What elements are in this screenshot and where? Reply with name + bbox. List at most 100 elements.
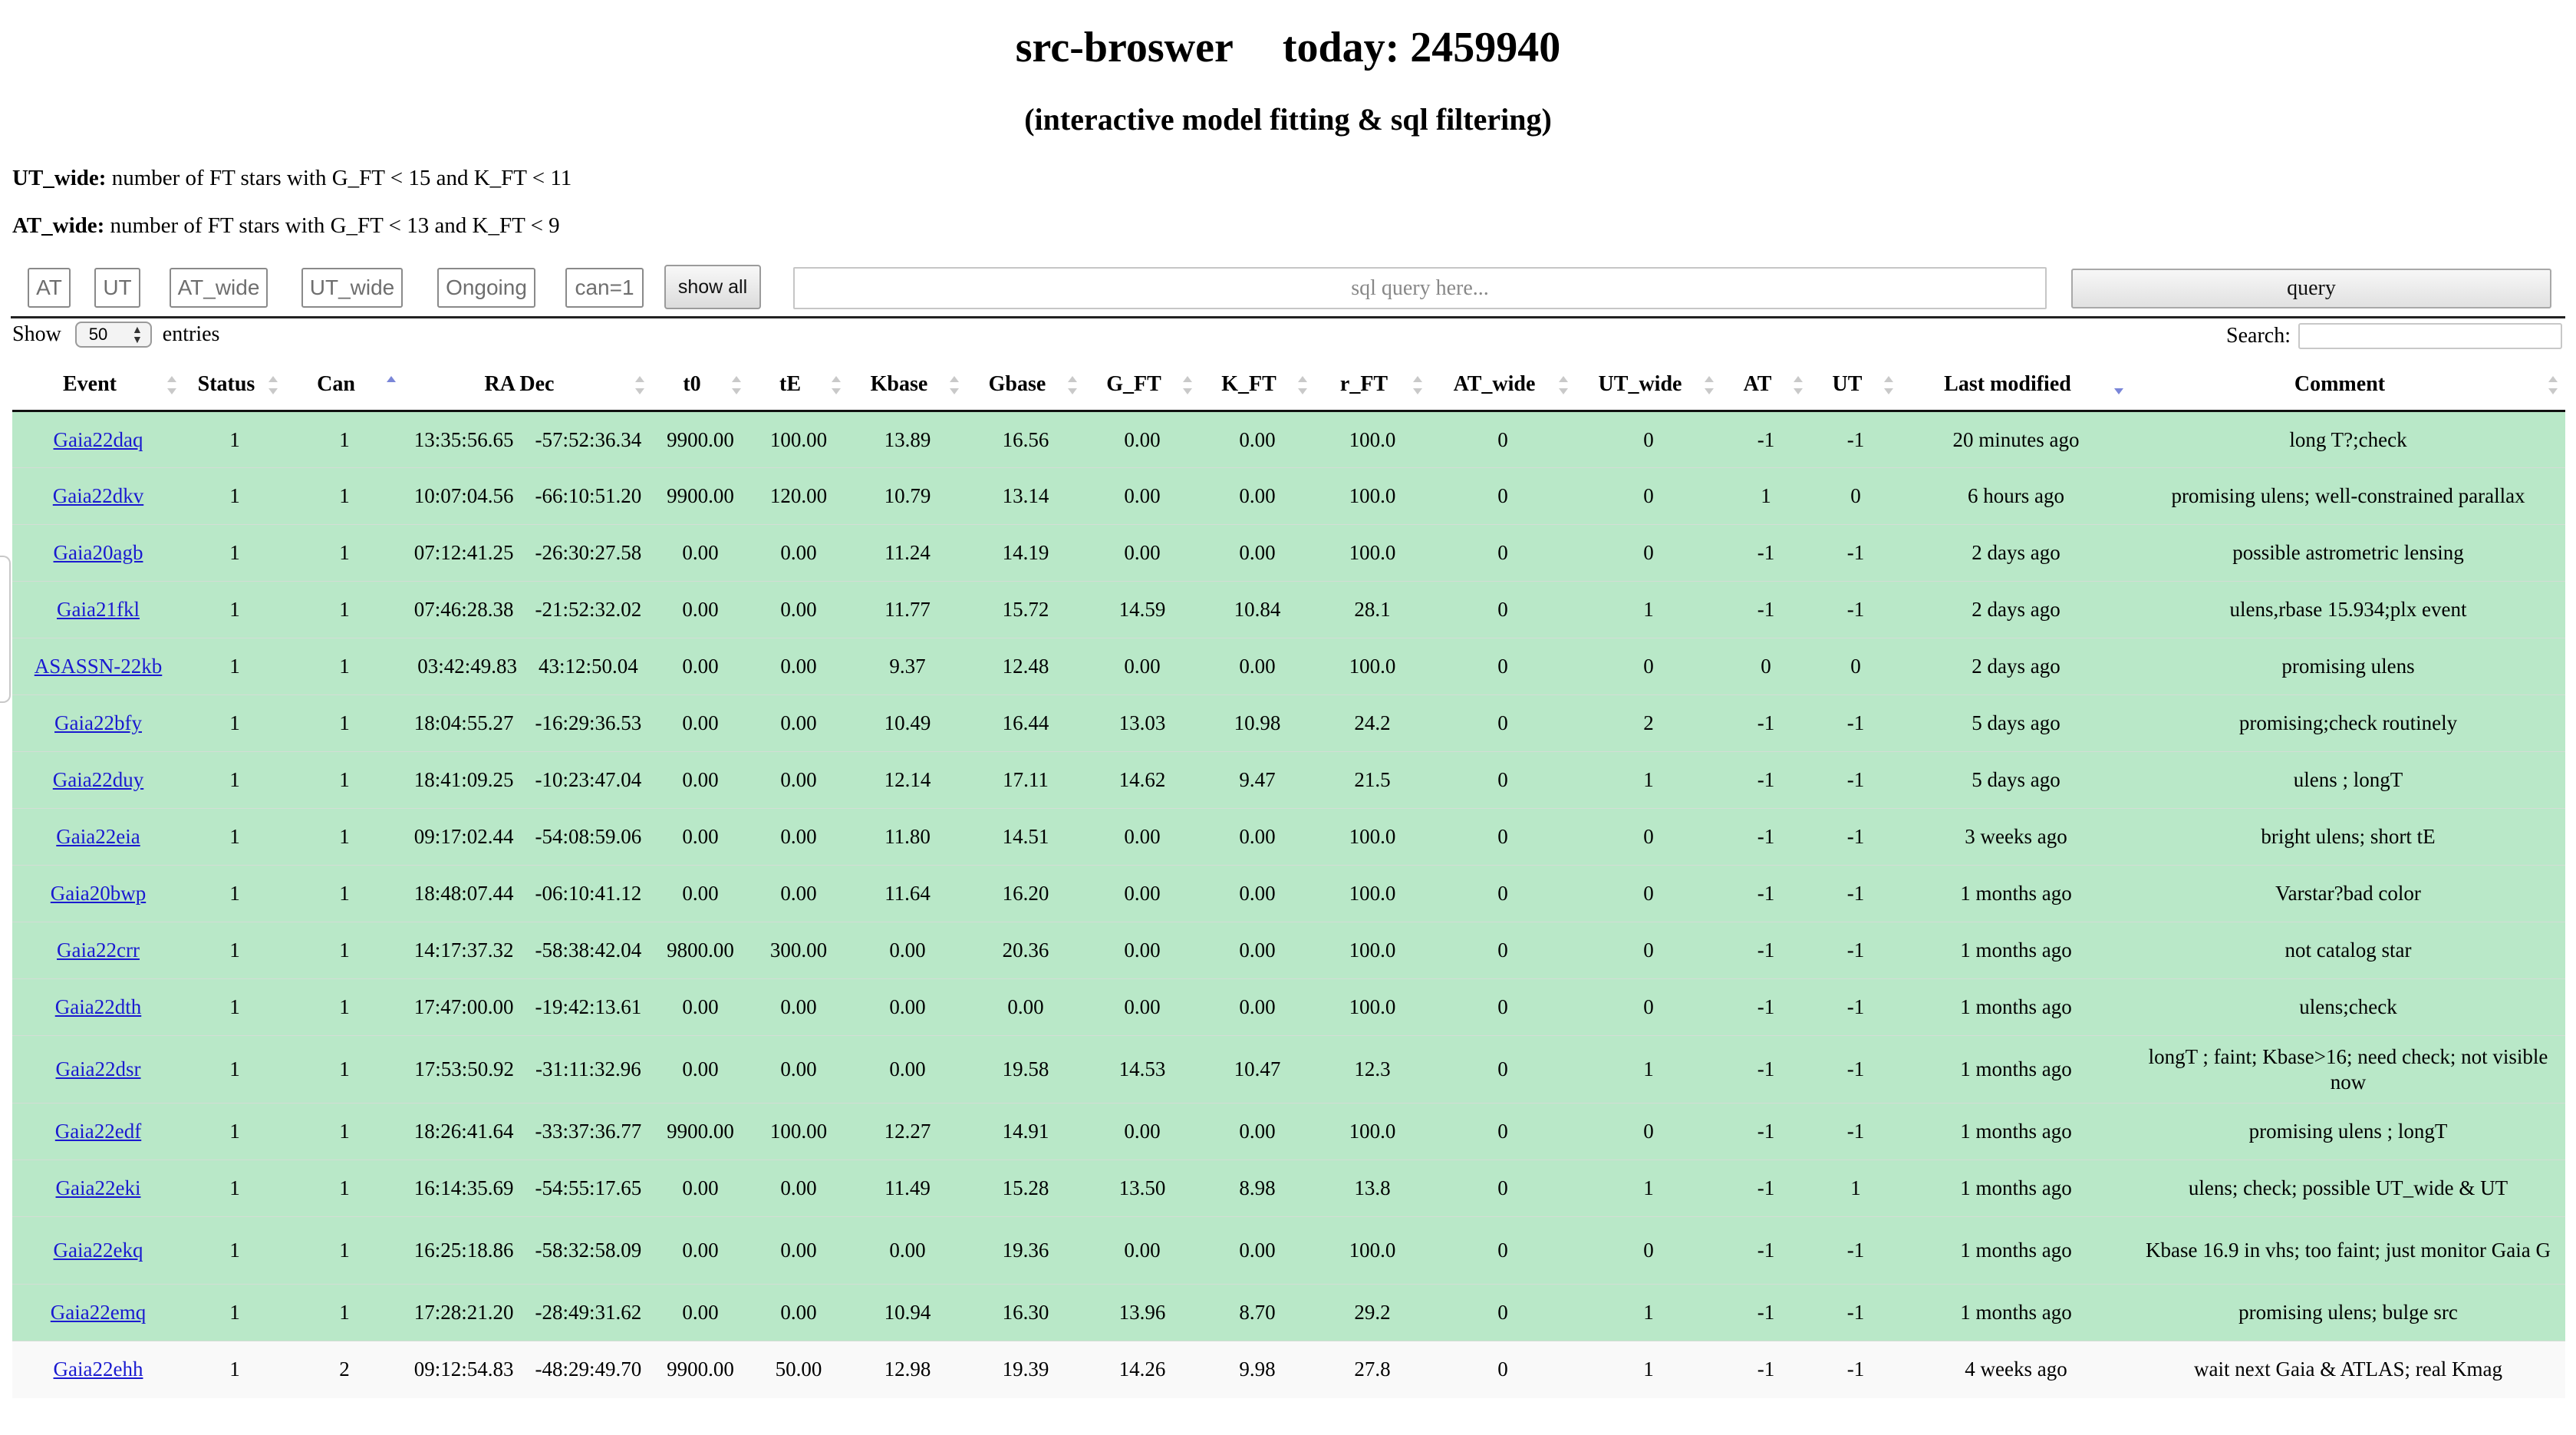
k-ft-cell: 0.00: [1200, 1103, 1315, 1160]
event-link[interactable]: Gaia22emq: [50, 1301, 147, 1324]
t0-cell: 9900.00: [652, 1341, 749, 1398]
col-event[interactable]: Event: [12, 359, 184, 412]
g-ft-cell: 14.62: [1085, 751, 1200, 809]
side-panel-tab[interactable]: [0, 556, 11, 703]
event-link[interactable]: Gaia22crr: [57, 939, 140, 962]
col-last-modified-label: Last modified: [1944, 372, 2071, 396]
col-ut[interactable]: UT: [1810, 359, 1901, 412]
g-ft-cell: 13.03: [1085, 694, 1200, 752]
col-can[interactable]: Can: [285, 359, 404, 412]
event-link[interactable]: ASASSN-22kb: [34, 655, 163, 678]
kbase-cell: 12.27: [848, 1103, 967, 1160]
col-k-ft[interactable]: K_FT: [1200, 359, 1315, 412]
search-input[interactable]: [2298, 323, 2562, 349]
filter-ongoing-button[interactable]: Ongoing: [437, 268, 535, 308]
at-wide-cell: 0: [1430, 1103, 1576, 1160]
can-cell: 1: [285, 808, 404, 866]
event-link[interactable]: Gaia22bfy: [54, 711, 142, 734]
event-link[interactable]: Gaia22dkv: [52, 484, 144, 507]
col-at-wide[interactable]: AT_wide: [1430, 359, 1576, 412]
dec-value: -26:30:27.58: [535, 541, 642, 564]
table-body: Gaia22daq 1 1 13:35:56.65 -57:52:36.34 9900.0…: [12, 411, 2565, 1398]
status-cell: 1: [184, 411, 285, 468]
event-link[interactable]: Gaia22eia: [56, 825, 140, 848]
event-link[interactable]: Gaia22edf: [54, 1120, 142, 1143]
event-link[interactable]: Gaia22duy: [52, 768, 144, 791]
ra-dec-cell: 07:46:28.38 -21:52:32.02: [404, 581, 652, 638]
query-button[interactable]: query: [2071, 269, 2551, 308]
event-link[interactable]: Gaia20bwp: [50, 882, 147, 905]
g-ft-cell: 13.50: [1085, 1160, 1200, 1217]
event-link[interactable]: Gaia22ehh: [53, 1357, 143, 1381]
col-g-ft[interactable]: G_FT: [1085, 359, 1200, 412]
ut-cell: -1: [1810, 978, 1901, 1036]
ra-value: 16:25:18.86: [413, 1239, 514, 1262]
filter-at-button[interactable]: AT: [28, 268, 71, 308]
col-ut-label: UT: [1832, 372, 1863, 396]
col-kbase[interactable]: Kbase: [848, 359, 967, 412]
col-t0[interactable]: t0: [652, 359, 749, 412]
col-can-label: Can: [317, 372, 355, 396]
filter-ut-wide-button[interactable]: UT_wide: [301, 268, 403, 308]
show-label: Show: [12, 322, 61, 346]
sql-query-input[interactable]: [793, 267, 2047, 309]
last-modified-cell: 4 weeks ago: [1901, 1341, 2131, 1398]
event-link[interactable]: Gaia21fkl: [57, 598, 140, 621]
col-ra-dec[interactable]: RA Dec: [404, 359, 652, 412]
ut-wide-cell: 0: [1576, 808, 1721, 866]
event-link[interactable]: Gaia22dsr: [55, 1057, 141, 1080]
filter-at-wide-button[interactable]: AT_wide: [170, 268, 268, 308]
k-ft-cell: 0.00: [1200, 922, 1315, 979]
k-ft-cell: 9.98: [1200, 1341, 1315, 1398]
g-ft-cell: 0.00: [1085, 411, 1200, 468]
col-gbase[interactable]: Gbase: [967, 359, 1085, 412]
at-cell: 0: [1721, 638, 1810, 695]
sort-arrows-icon: [1298, 376, 1307, 394]
filter-can1-button[interactable]: can=1: [565, 268, 644, 308]
dec-value: 43:12:50.04: [539, 655, 638, 678]
page-length-select[interactable]: 50 ▲ ▼: [74, 322, 152, 348]
last-modified-cell: 1 months ago: [1901, 1103, 2131, 1160]
event-cell: Gaia22ehh: [12, 1341, 184, 1398]
filter-ut-button[interactable]: UT: [94, 268, 140, 308]
col-te[interactable]: tE: [749, 359, 848, 412]
r-ft-cell: 100.0: [1315, 524, 1430, 582]
status-cell: 1: [184, 1216, 285, 1285]
k-ft-cell: 0.00: [1200, 467, 1315, 525]
can-cell: 1: [285, 978, 404, 1036]
ut-cell: -1: [1810, 524, 1901, 582]
g-ft-cell: 0.00: [1085, 922, 1200, 979]
event-link[interactable]: Gaia20agb: [53, 541, 143, 564]
at-cell: -1: [1721, 751, 1810, 809]
event-link[interactable]: Gaia22dth: [54, 995, 142, 1018]
last-modified-cell: 1 months ago: [1901, 865, 2131, 922]
show-all-button[interactable]: show all: [664, 265, 761, 309]
col-last-modified[interactable]: Last modified: [1901, 359, 2131, 412]
k-ft-cell: 0.00: [1200, 411, 1315, 468]
g-ft-cell: 0.00: [1085, 865, 1200, 922]
ut-cell: -1: [1810, 1216, 1901, 1285]
t0-cell: 0.00: [652, 694, 749, 752]
event-link[interactable]: Gaia22eki: [55, 1176, 141, 1199]
col-t0-label: t0: [683, 372, 701, 396]
col-at[interactable]: AT: [1721, 359, 1810, 412]
status-cell: 1: [184, 581, 285, 638]
ra-dec-cell: 18:41:09.25 -10:23:47.04: [404, 751, 652, 809]
event-link[interactable]: Gaia22daq: [53, 427, 143, 451]
can-cell: 1: [285, 638, 404, 695]
col-r-ft[interactable]: r_FT: [1315, 359, 1430, 412]
at-cell: -1: [1721, 694, 1810, 752]
col-te-label: tE: [779, 372, 801, 396]
k-ft-cell: 0.00: [1200, 524, 1315, 582]
event-link[interactable]: Gaia22ekq: [53, 1239, 143, 1262]
g-ft-cell: 0.00: [1085, 808, 1200, 866]
t0-cell: 0.00: [652, 638, 749, 695]
last-modified-cell: 3 weeks ago: [1901, 808, 2131, 866]
ra-value: 16:14:35.69: [413, 1176, 514, 1199]
col-ut-wide[interactable]: UT_wide: [1576, 359, 1721, 412]
kbase-cell: 13.89: [848, 411, 967, 468]
col-comment[interactable]: Comment: [2131, 359, 2565, 412]
col-status[interactable]: Status: [184, 359, 285, 412]
te-cell: 100.00: [749, 1103, 848, 1160]
comment-cell: Kbase 16.9 in vhs; too faint; just monit…: [2131, 1216, 2565, 1285]
